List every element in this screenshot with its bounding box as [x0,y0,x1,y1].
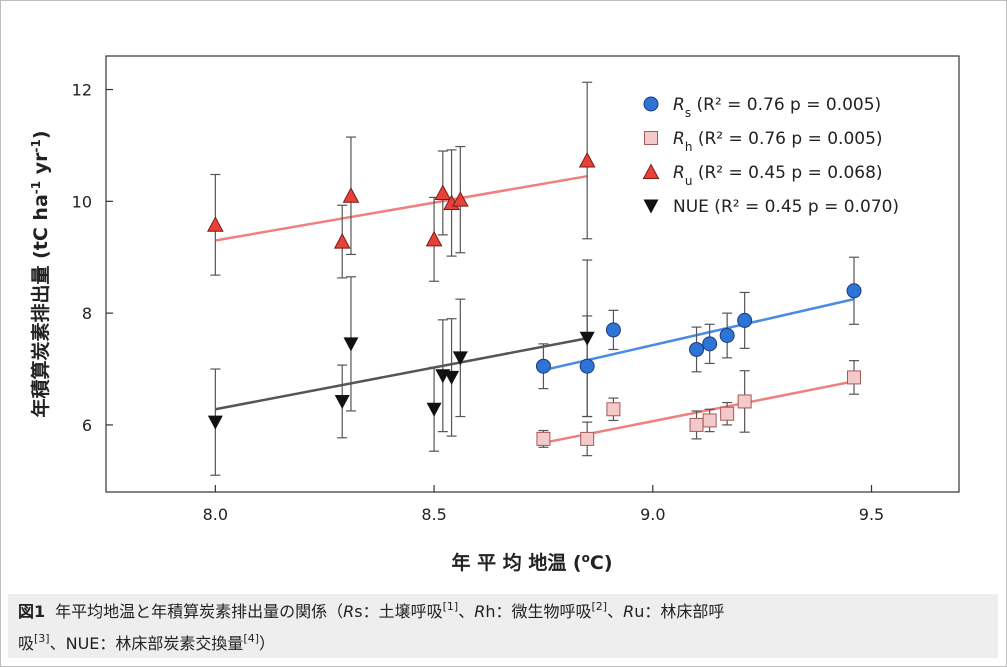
x-axis-title: 年 平 均 地温 (oC) [451,551,612,574]
point-nue [452,351,468,366]
point-rs [535,358,551,374]
y-tick-label: 12 [72,81,92,100]
y-axis: 6 8 10 12 [72,81,113,435]
x-tick-label: 9.5 [859,505,884,524]
point-rh [720,406,735,421]
legend: Rs (R² = 0.76 p = 0.005) Rh (R² = 0.76 p … [642,95,899,217]
fit-line-ru [215,174,588,242]
point-ru [425,230,443,247]
point-ru [451,191,469,207]
x-tick-label: 8.0 [203,505,228,524]
legend-marker-rs [643,96,659,112]
point-nue [343,337,359,352]
legend-marker-nue [643,199,659,214]
point-rh [536,431,551,446]
x-tick-label: 8.5 [421,505,446,524]
caption-line-1: 図1 年平均地温と年積算炭素排出量の関係（Rs：土壌呼吸[1]、Rh：微生物呼吸[… [18,600,725,621]
point-rs [846,283,862,299]
caption-line-2: 吸[3]、NUE：林床部炭素交換量[4]） [18,632,276,653]
x-axis: 8.0 8.5 9.0 9.5 [203,485,884,524]
fit-line-rs [543,297,855,372]
point-ru [578,151,596,168]
fit-line-rh [543,380,855,445]
point-nue [334,394,350,409]
point-rh [847,370,862,385]
figure-caption: 図1 年平均地温と年積算炭素排出量の関係（Rs：土壌呼吸[1]、Rh：微生物呼吸[… [8,594,998,658]
point-rh [702,413,717,428]
point-ru [207,216,224,232]
point-nue [207,415,223,430]
point-rh [606,402,621,417]
caption-figure-label: 図1 [18,602,46,621]
x-tick-label: 9.0 [640,505,665,524]
point-rh [689,417,704,432]
point-ru [342,187,360,203]
point-nue [444,370,460,385]
y-axis-title: 年積算炭素排出量 (tC ha-1 yr-1) [29,130,52,417]
legend-label-rs: Rs (R² = 0.76 p = 0.005) [673,95,881,120]
fit-line-nue [215,337,588,411]
point-rs [605,322,621,338]
point-rs [689,341,705,357]
legend-label-rh: Rh (R² = 0.76 p = 0.005) [673,129,883,154]
point-rh [737,394,752,409]
legend-label-ru: Ru (R² = 0.45 p = 0.068) [673,163,883,188]
y-tick-label: 6 [82,416,92,435]
point-rh [580,431,595,446]
legend-marker-ru [642,163,660,179]
point-nue [426,402,442,417]
y-tick-label: 10 [72,192,92,211]
point-rs [719,327,735,343]
plot-area [105,55,960,493]
chart: 8.0 8.5 9.0 9.5 6 8 10 12 Rs (R² = 0.76 p = 0.… [29,55,960,574]
point-rs [702,336,718,352]
y-tick-label: 8 [82,304,92,323]
legend-marker-rh [644,131,658,145]
point-rs [579,358,595,374]
legend-label-nue: NUE (R² = 0.45 p = 0.070) [673,197,899,217]
point-nue [579,331,595,346]
point-ru [434,184,452,200]
point-rs [737,312,753,328]
point-ru [333,233,351,249]
data-markers [207,151,862,446]
fit-lines [215,174,855,445]
